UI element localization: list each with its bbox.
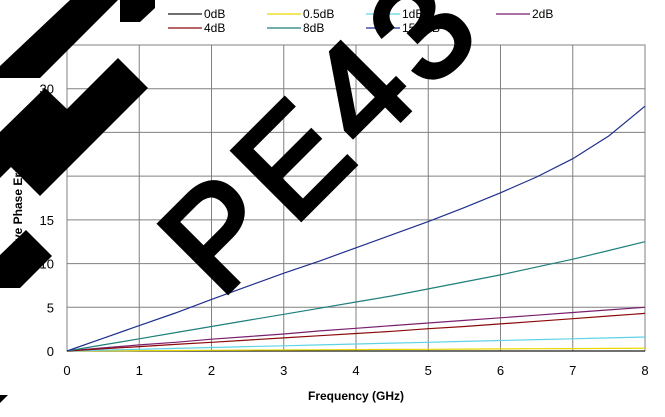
watermark-stroke-4 [10,58,148,196]
watermark-stroke-3 [0,88,68,178]
legend-label: 0dB [204,7,225,21]
series-line-2dB [66,306,646,352]
x-tick-label: 0 [63,363,70,378]
legend: 0dB 0.5dB 1dB 2dB 4dB 8dB 15.5dB [168,7,553,35]
series-line-4dB [66,312,646,352]
series-line-0-5dB [66,347,646,352]
legend-label: 8dB [303,21,324,35]
x-tick-label: 7 [569,363,576,378]
x-tick-label: 2 [208,363,215,378]
x-tick-label: 4 [352,363,359,378]
y-tick-label: 0 [47,344,54,359]
legend-label: 15.5dB [402,21,440,35]
watermark-stroke-2 [120,0,155,22]
watermark-stroke-6 [0,395,8,403]
series-line-15-5dB [66,105,646,352]
watermark-text: PE43 [130,0,511,321]
x-tick-label: 5 [425,363,432,378]
y-tick-label: 15 [40,213,54,228]
x-tick-label: 1 [136,363,143,378]
legend-label: 0.5dB [303,7,334,21]
legend-label: 1dB [402,7,423,21]
legend-label: 4dB [204,21,225,35]
watermark-stroke-5 [0,230,52,288]
y-tick-label: 5 [47,300,54,315]
watermark-stroke-1 [0,0,118,78]
y-tick-labels: 05101520253035 [40,38,54,359]
x-tick-labels: 0 1 2 3 4 5 6 7 8 [63,363,648,378]
series-line-8dB [66,241,646,352]
series-line-1dB [66,336,646,352]
x-tick-label: 3 [280,363,287,378]
x-axis-title: Frequency (GHz) [308,389,404,403]
legend-label: 2dB [532,7,553,21]
x-tick-label: 8 [641,363,648,378]
series-layer [66,105,646,352]
x-tick-label: 6 [497,363,504,378]
